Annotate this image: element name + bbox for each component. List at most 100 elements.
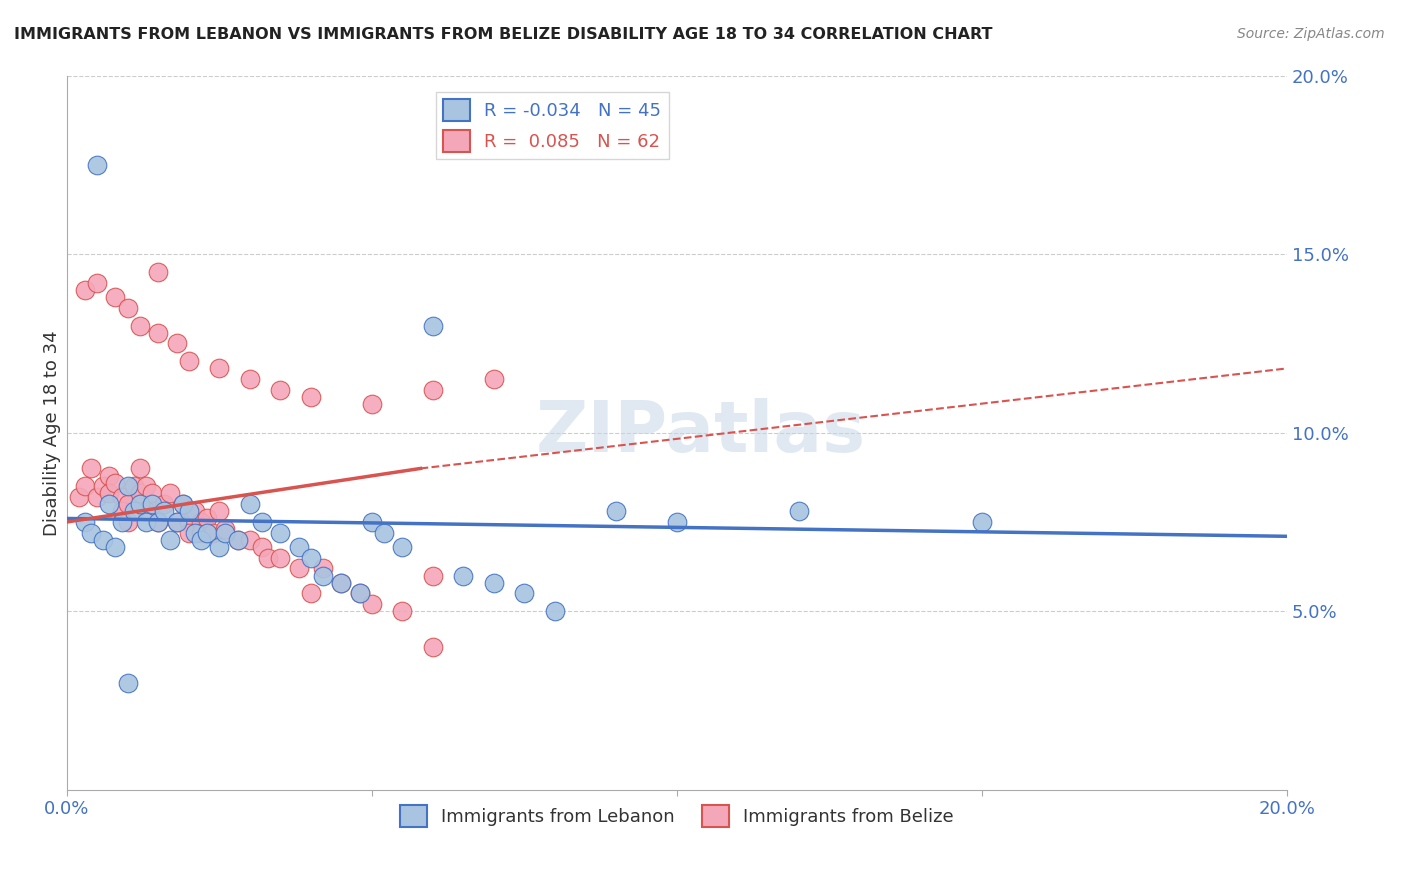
Point — [104, 540, 127, 554]
Point — [91, 479, 114, 493]
Point — [250, 515, 273, 529]
Point — [287, 561, 309, 575]
Point — [360, 597, 382, 611]
Point — [98, 497, 121, 511]
Point — [482, 575, 505, 590]
Point — [117, 675, 139, 690]
Point — [172, 497, 194, 511]
Point — [117, 497, 139, 511]
Point — [86, 158, 108, 172]
Point — [104, 290, 127, 304]
Point — [117, 515, 139, 529]
Point — [451, 568, 474, 582]
Point — [80, 525, 103, 540]
Point — [226, 533, 249, 547]
Point — [482, 372, 505, 386]
Point — [312, 561, 335, 575]
Point — [605, 504, 627, 518]
Point — [195, 511, 218, 525]
Point — [190, 515, 212, 529]
Point — [110, 504, 132, 518]
Point — [148, 265, 170, 279]
Legend: Immigrants from Lebanon, Immigrants from Belize: Immigrants from Lebanon, Immigrants from… — [392, 798, 962, 835]
Point — [128, 497, 150, 511]
Point — [141, 486, 163, 500]
Point — [153, 504, 176, 518]
Point — [208, 361, 231, 376]
Point — [128, 461, 150, 475]
Point — [190, 533, 212, 547]
Point — [184, 504, 207, 518]
Point — [257, 550, 280, 565]
Point — [122, 479, 145, 493]
Point — [166, 336, 188, 351]
Point — [177, 515, 200, 529]
Point — [360, 397, 382, 411]
Point — [73, 283, 96, 297]
Point — [299, 550, 322, 565]
Point — [153, 497, 176, 511]
Point — [214, 522, 236, 536]
Point — [98, 486, 121, 500]
Point — [665, 515, 688, 529]
Point — [269, 525, 291, 540]
Point — [269, 550, 291, 565]
Point — [128, 486, 150, 500]
Point — [312, 568, 335, 582]
Point — [239, 497, 262, 511]
Point — [135, 515, 157, 529]
Y-axis label: Disability Age 18 to 34: Disability Age 18 to 34 — [44, 330, 60, 535]
Point — [172, 497, 194, 511]
Text: ZIPatlas: ZIPatlas — [536, 398, 866, 467]
Point — [141, 497, 163, 511]
Point — [544, 604, 567, 618]
Point — [148, 515, 170, 529]
Point — [513, 586, 536, 600]
Point — [166, 515, 188, 529]
Point — [349, 586, 371, 600]
Point — [117, 301, 139, 315]
Point — [190, 525, 212, 540]
Point — [159, 533, 181, 547]
Point — [195, 525, 218, 540]
Point — [117, 479, 139, 493]
Point — [202, 525, 225, 540]
Point — [422, 568, 444, 582]
Point — [226, 533, 249, 547]
Point — [98, 468, 121, 483]
Point — [159, 486, 181, 500]
Point — [208, 504, 231, 518]
Point — [269, 383, 291, 397]
Point — [250, 540, 273, 554]
Point — [80, 461, 103, 475]
Point — [422, 318, 444, 333]
Point — [330, 575, 353, 590]
Point — [148, 515, 170, 529]
Point — [110, 515, 132, 529]
Point — [128, 318, 150, 333]
Point — [135, 479, 157, 493]
Point — [391, 604, 413, 618]
Point — [214, 525, 236, 540]
Point — [86, 490, 108, 504]
Point — [86, 276, 108, 290]
Point — [287, 540, 309, 554]
Point — [104, 475, 127, 490]
Point — [208, 540, 231, 554]
Point — [122, 504, 145, 518]
Point — [391, 540, 413, 554]
Point — [166, 515, 188, 529]
Point — [349, 586, 371, 600]
Point — [970, 515, 993, 529]
Text: Source: ZipAtlas.com: Source: ZipAtlas.com — [1237, 27, 1385, 41]
Point — [135, 504, 157, 518]
Point — [360, 515, 382, 529]
Point — [422, 383, 444, 397]
Point — [148, 326, 170, 340]
Point — [787, 504, 810, 518]
Text: IMMIGRANTS FROM LEBANON VS IMMIGRANTS FROM BELIZE DISABILITY AGE 18 TO 34 CORREL: IMMIGRANTS FROM LEBANON VS IMMIGRANTS FR… — [14, 27, 993, 42]
Point — [373, 525, 395, 540]
Point — [73, 515, 96, 529]
Point — [422, 640, 444, 654]
Point — [110, 490, 132, 504]
